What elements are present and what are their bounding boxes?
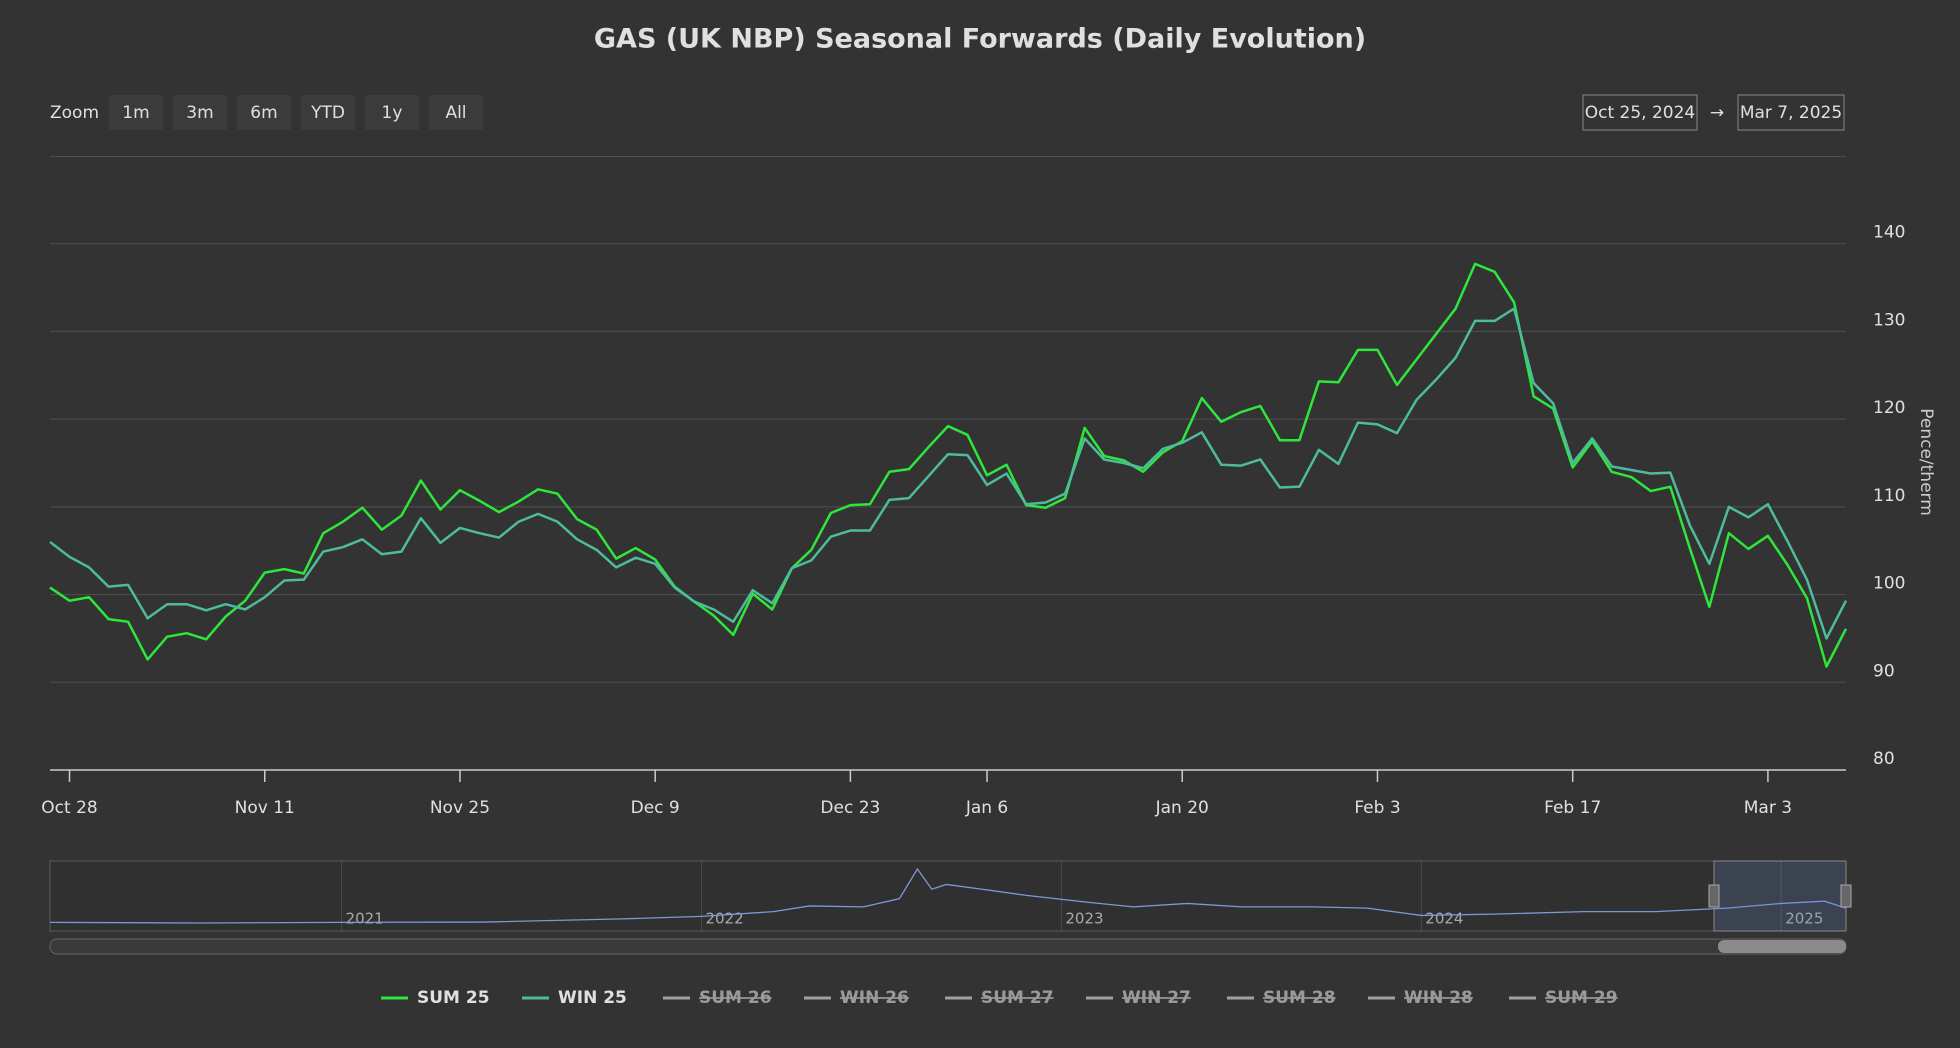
series-line — [49, 307, 1848, 640]
zoom-button[interactable]: 1m — [109, 95, 163, 130]
navigator-mask[interactable] — [1713, 860, 1847, 932]
date-to-box[interactable] — [1737, 94, 1845, 131]
zoom-button-bg[interactable] — [173, 95, 227, 130]
y-tick-label: 80 — [1873, 749, 1895, 769]
x-tick-label: Dec 23 — [820, 798, 880, 818]
x-tick-label: Nov 25 — [430, 798, 490, 818]
date-from-box[interactable] — [1582, 94, 1698, 131]
legend-label[interactable]: WIN 27 — [1122, 988, 1191, 1008]
series-line — [49, 262, 1848, 668]
x-tick-label: Jan 20 — [1155, 798, 1209, 818]
legend-item[interactable]: SUM 28 — [1227, 988, 1336, 1008]
navigator-tick-label: 2025 — [1785, 910, 1823, 928]
legend-label[interactable]: SUM 27 — [981, 988, 1054, 1008]
legend-label[interactable]: WIN 28 — [1404, 988, 1473, 1008]
navigator-tick-label: 2023 — [1065, 910, 1103, 928]
y-tick-label: 90 — [1873, 661, 1895, 681]
navigator-handle[interactable] — [1708, 884, 1720, 908]
zoom-button[interactable]: 6m — [237, 95, 291, 130]
x-tick-label: Jan 6 — [965, 798, 1008, 818]
legend-label[interactable]: SUM 25 — [417, 988, 490, 1008]
zoom-button-label[interactable]: 1y — [382, 103, 403, 123]
legend-label[interactable]: SUM 29 — [1545, 988, 1618, 1008]
legend-item[interactable]: WIN 28 — [1368, 988, 1473, 1008]
x-tick-label: Oct 28 — [41, 798, 97, 818]
zoom-button-bg[interactable] — [109, 95, 163, 130]
legend-item[interactable]: SUM 26 — [663, 988, 772, 1008]
date-arrow: → — [1710, 103, 1724, 123]
legend-item[interactable]: WIN 26 — [804, 988, 909, 1008]
zoom-button-bg[interactable] — [365, 95, 419, 130]
zoom-button-label[interactable]: 3m — [186, 103, 213, 123]
zoom-button-label[interactable]: 6m — [250, 103, 277, 123]
legend-item[interactable]: SUM 27 — [945, 988, 1054, 1008]
zoom-button-bg[interactable] — [429, 95, 483, 130]
navigator-tick-label: 2022 — [705, 910, 743, 928]
navigator-line — [49, 867, 1847, 924]
scrollbar-track[interactable] — [49, 938, 1847, 955]
navigator-tick-label: 2021 — [346, 910, 384, 928]
legend-item[interactable]: SUM 29 — [1509, 988, 1618, 1008]
zoom-button[interactable]: All — [429, 95, 483, 130]
legend-item[interactable]: WIN 27 — [1086, 988, 1191, 1008]
x-tick-label: Mar 3 — [1744, 798, 1792, 818]
y-tick-label: 140 — [1873, 223, 1905, 243]
date-from[interactable]: Oct 25, 2024 — [1585, 103, 1696, 123]
x-tick-label: Nov 11 — [235, 798, 295, 818]
legend-label[interactable]: SUM 26 — [699, 988, 772, 1008]
zoom-button-bg[interactable] — [237, 95, 291, 130]
chart-title: GAS (UK NBP) Seasonal Forwards (Daily Ev… — [594, 24, 1366, 55]
legend-label[interactable]: WIN 25 — [558, 988, 627, 1008]
legend-item[interactable]: WIN 25 — [522, 988, 627, 1008]
legend-label[interactable]: WIN 26 — [840, 988, 909, 1008]
zoom-button-label[interactable]: 1m — [122, 103, 149, 123]
scrollbar-thumb[interactable] — [1718, 940, 1846, 953]
zoom-button[interactable]: YTD — [301, 95, 355, 130]
legend-label[interactable]: SUM 28 — [1263, 988, 1336, 1008]
x-tick-label: Dec 9 — [631, 798, 680, 818]
navigator-area[interactable] — [49, 860, 1847, 932]
y-tick-label: 130 — [1873, 310, 1905, 330]
x-tick-label: Feb 17 — [1544, 798, 1601, 818]
x-tick-label: Feb 3 — [1354, 798, 1400, 818]
navigator-tick-label: 2024 — [1425, 910, 1463, 928]
zoom-button[interactable]: 3m — [173, 95, 227, 130]
date-to[interactable]: Mar 7, 2025 — [1740, 103, 1842, 123]
y-tick-label: 120 — [1873, 398, 1905, 418]
y-axis-title: Pence/therm — [1916, 408, 1936, 516]
y-tick-label: 100 — [1873, 574, 1905, 594]
zoom-button-bg[interactable] — [301, 95, 355, 130]
navigator-handle[interactable] — [1840, 884, 1852, 908]
y-tick-label: 110 — [1873, 486, 1905, 506]
legend-item[interactable]: SUM 25 — [381, 988, 490, 1008]
zoom-label: Zoom — [50, 103, 99, 123]
zoom-button-label[interactable]: All — [445, 103, 466, 123]
zoom-button-label[interactable]: YTD — [310, 103, 345, 123]
zoom-button[interactable]: 1y — [365, 95, 419, 130]
